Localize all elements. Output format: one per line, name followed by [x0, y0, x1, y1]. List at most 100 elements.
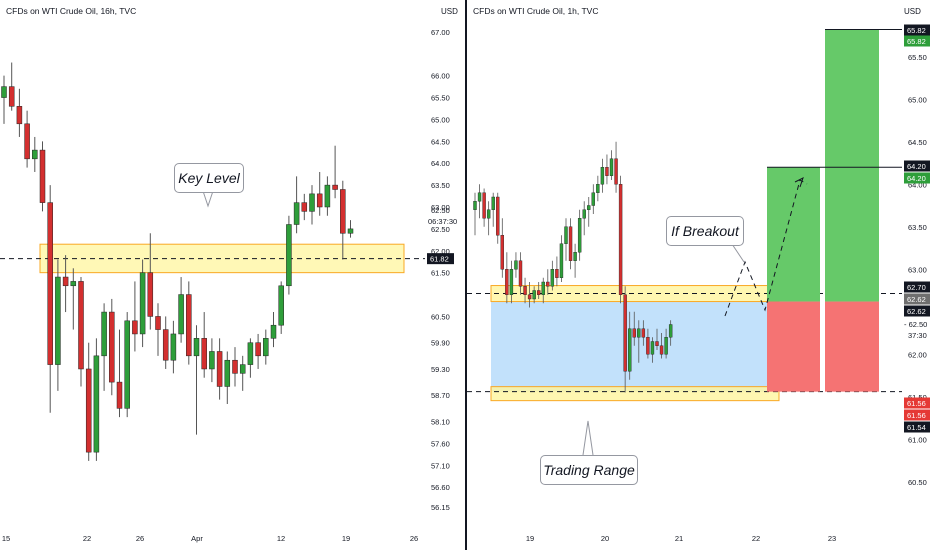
candle-body: [641, 328, 646, 338]
stop-tag-2-bg: [904, 409, 930, 421]
candle-body: [293, 202, 300, 225]
stop-tag-2: 61.56: [907, 411, 926, 420]
trading-range-callout[interactable]: Trading Range: [540, 455, 638, 485]
y-tick-label: 61.00: [908, 435, 927, 444]
x-tick-label: 23: [828, 534, 836, 543]
key-level-price-tag: 61.82: [430, 255, 449, 264]
key-level-pointer: [202, 190, 214, 208]
candle-body: [347, 228, 354, 234]
candle-body: [270, 324, 277, 339]
x-tick-label: 20: [601, 534, 609, 543]
target-mid-tag-bg: [904, 160, 930, 172]
candle-body: [147, 272, 154, 317]
breakout-pointer: [731, 243, 745, 263]
candle-body: [605, 167, 609, 176]
candle-body: [587, 205, 591, 210]
candle-body: [514, 260, 518, 270]
candle-body: [224, 359, 231, 387]
candle-body: [201, 338, 207, 370]
if-breakout-callout[interactable]: If Breakout: [666, 216, 744, 246]
chart-16h[interactable]: 67.00 66.00 65.50 65.00 64.50 64.00 63.50 63.00…: [0, 0, 465, 550]
y-tick-label: 58.70: [431, 391, 450, 400]
y-tick-label: 64.50: [431, 137, 450, 146]
y-tick-label: 57.10: [431, 461, 450, 470]
y-tick-label: 64.00: [431, 159, 450, 168]
candle-body: [286, 224, 292, 287]
candle-body: [546, 281, 550, 287]
y-tick-label: 58.10: [431, 418, 450, 427]
candle-body: [139, 272, 146, 335]
pane-divider[interactable]: [465, 0, 467, 550]
x-tick-label: 26: [410, 534, 418, 543]
y-tick-label: 60.50: [431, 312, 450, 321]
y-tick-label: 60.50: [908, 478, 927, 487]
y-tick-label: 63.50: [431, 181, 450, 190]
stop-box-1: [767, 301, 820, 392]
stop-tag-1-bg: [904, 397, 930, 409]
candle-body: [491, 196, 495, 210]
trading-range-box: [491, 301, 779, 392]
key-level-callout[interactable]: Key Level: [174, 163, 244, 193]
candle-body: [162, 329, 169, 361]
x-tick-label: 21: [675, 534, 683, 543]
candle-body: [255, 342, 261, 357]
candle-body: [659, 345, 664, 355]
candle-body: [577, 218, 582, 253]
chart-title: CFDs on WTI Crude Oil, 16h, TVC: [6, 6, 137, 16]
chart-1h[interactable]: 65.5065.0064.5064.0063.5063.0062.5062.00…: [467, 0, 932, 550]
entry-tag-2: 62.62: [907, 295, 926, 304]
candle-body: [550, 269, 555, 287]
y-tick-label: 64.50: [908, 138, 927, 147]
candle-body: [263, 338, 269, 357]
candle-body: [232, 359, 238, 374]
candle-body: [116, 381, 123, 409]
stop-tag-3: 61.54: [907, 423, 926, 432]
candle-body: [247, 342, 254, 365]
x-tick-label: 22: [752, 534, 760, 543]
y-tick-label: 67.00: [431, 28, 450, 37]
candle-body: [301, 202, 308, 212]
candle-body: [527, 294, 532, 300]
x-tick-label: 15: [2, 534, 10, 543]
candle-body: [573, 252, 577, 261]
support-zone: [490, 386, 780, 402]
candle-body: [523, 286, 527, 295]
chart-pane-16h[interactable]: 67.00 66.00 65.50 65.00 64.50 64.00 63.50 63.00…: [0, 0, 465, 550]
y-tick-label: 65.00: [908, 95, 927, 104]
candle-body: [609, 158, 614, 176]
candle-body: [600, 167, 605, 185]
candle-body: [664, 337, 668, 355]
candle-body: [496, 196, 500, 236]
candle-body: [324, 184, 331, 208]
y-tick-label: 56.60: [431, 483, 450, 492]
chart-title: CFDs on WTI Crude Oil, 1h, TVC: [473, 6, 599, 16]
candle-body: [564, 226, 568, 244]
candle-body: [39, 149, 46, 203]
candle-body: [316, 193, 323, 208]
candle-body: [655, 341, 659, 346]
candle-body: [637, 328, 641, 338]
candle-body: [518, 260, 523, 287]
y-tick-label: 57.60: [431, 439, 450, 448]
currency-label: USD: [904, 7, 921, 16]
entry-tag-3: 62.62: [907, 307, 926, 316]
candle-body: [186, 294, 192, 357]
current-price-label: 62.50: [431, 206, 450, 215]
y-tick-label: 61.50: [908, 393, 927, 402]
candle-body: [632, 328, 636, 338]
candle-body: [541, 281, 545, 295]
candle-body: [8, 86, 15, 107]
candle-body: [178, 294, 184, 335]
candle-body: [568, 226, 573, 261]
y-tick-label: 62.00: [908, 350, 927, 359]
x-tick-label: Apr: [191, 534, 203, 543]
target-high-tag-2: 65.82: [907, 37, 926, 46]
candle-body: [93, 355, 100, 453]
y-tick-label: 63.00: [431, 203, 450, 212]
chart-pane-1h[interactable]: 65.5065.0064.5064.0063.5063.0062.5062.00…: [467, 0, 932, 550]
candle-body: [646, 337, 650, 355]
candle-body: [650, 341, 655, 355]
entry-tag-1-bg: [904, 281, 930, 293]
candle-body: [47, 202, 53, 365]
candle-body: [668, 324, 673, 338]
